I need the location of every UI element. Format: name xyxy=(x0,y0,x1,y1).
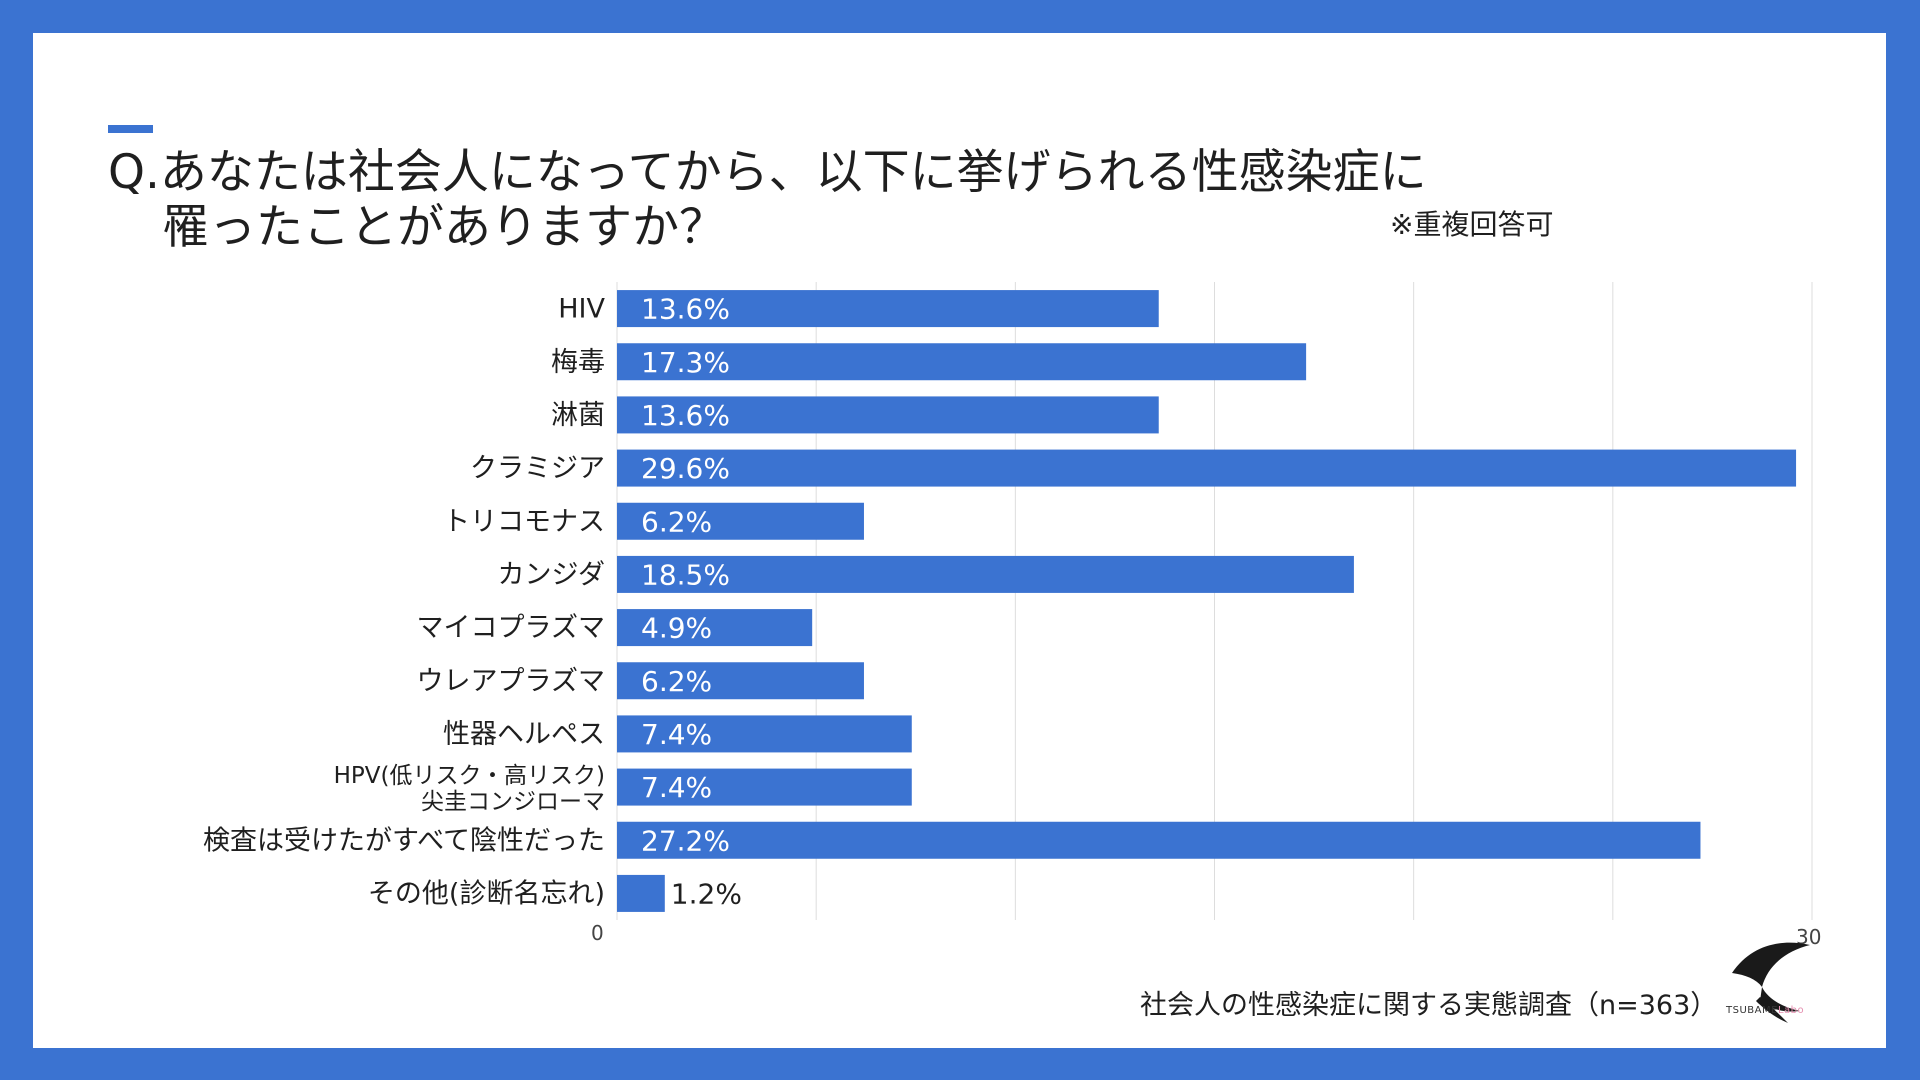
bar xyxy=(617,609,813,647)
category-label: 検査は受けたがすべて陰性だった xyxy=(203,825,605,856)
logo-wordmark-sub: Labo xyxy=(1777,1005,1805,1016)
bar-value-label: 6.2% xyxy=(641,665,712,698)
bar-value-label: 7.4% xyxy=(641,771,712,804)
category-label: HIV xyxy=(558,294,605,325)
category-label: カンジダ xyxy=(498,559,605,590)
category-label: HPV(低リスク・高リスク) xyxy=(334,763,605,789)
bar xyxy=(617,555,1354,593)
bar-value-label: 13.6% xyxy=(641,399,730,432)
bar-value-label: 13.6% xyxy=(641,293,730,326)
bar-value-label: 7.4% xyxy=(641,718,712,751)
question-title-line-2: 罹ったことがありますか？ xyxy=(162,200,726,255)
bar-value-label: 27.2% xyxy=(641,824,730,857)
category-label: マイコプラズマ xyxy=(417,613,605,644)
bar xyxy=(617,874,665,912)
bar xyxy=(617,290,1159,328)
bar-value-label: 4.9% xyxy=(641,612,712,645)
logo-wordmark-main: TSUBAME xyxy=(1726,1005,1778,1016)
bar xyxy=(617,502,864,540)
category-label: 淋菌 xyxy=(551,400,605,431)
category-label: ウレアプラズマ xyxy=(417,666,605,697)
bar-value-label: 17.3% xyxy=(641,346,730,379)
category-label: 尖圭コンジローマ xyxy=(421,789,605,815)
bar xyxy=(617,396,1159,434)
x-tick-label-min: 0 xyxy=(591,921,604,945)
bar xyxy=(617,662,864,700)
bar xyxy=(617,343,1307,381)
bar-value-label: 6.2% xyxy=(641,505,712,538)
bar xyxy=(617,715,912,753)
question-title-line-1: Q.あなたは社会人になってから、以下に挙げられる性感染症に xyxy=(108,145,1427,200)
bar xyxy=(617,449,1797,487)
title-accent-bar xyxy=(108,125,153,133)
bar-value-label: 29.6% xyxy=(641,452,730,485)
category-label: クラミジア xyxy=(470,453,605,484)
category-label: 梅毒 xyxy=(551,347,605,378)
bar xyxy=(617,821,1701,859)
chart-card xyxy=(33,33,1886,1048)
multiple-answer-note: ※重複回答可 xyxy=(1390,208,1554,241)
bar-value-label: 18.5% xyxy=(641,558,730,591)
bar xyxy=(617,768,912,806)
logo-wordmark: TSUBAMELabo xyxy=(1726,1005,1804,1016)
category-label: 性器ヘルペス xyxy=(443,719,605,750)
bar-value-label: 1.2% xyxy=(671,877,742,910)
swallow-logo-icon xyxy=(1732,942,1810,1023)
category-label: その他(診断名忘れ) xyxy=(368,878,605,909)
survey-caption: 社会人の性感染症に関する実態調査（n=363） xyxy=(1140,990,1718,1021)
category-label: トリコモナス xyxy=(443,506,605,537)
